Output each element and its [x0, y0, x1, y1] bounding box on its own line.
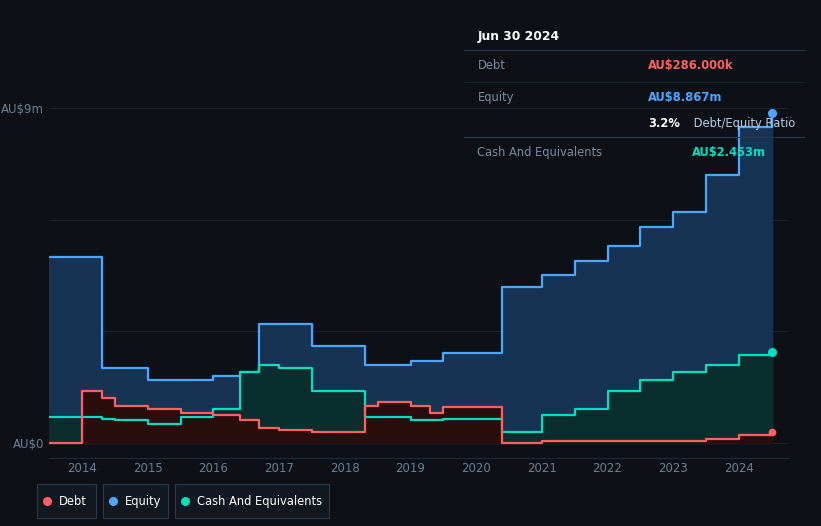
Text: Jun 30 2024: Jun 30 2024	[478, 30, 559, 43]
Text: AU$2.453m: AU$2.453m	[692, 146, 766, 159]
Text: Debt: Debt	[59, 494, 87, 508]
FancyBboxPatch shape	[175, 484, 328, 518]
Text: Equity: Equity	[125, 494, 161, 508]
Text: Debt/Equity Ratio: Debt/Equity Ratio	[690, 117, 796, 130]
Text: Debt: Debt	[478, 59, 506, 72]
Text: 3.2%: 3.2%	[648, 117, 680, 130]
FancyBboxPatch shape	[103, 484, 168, 518]
FancyBboxPatch shape	[38, 484, 96, 518]
Text: Equity: Equity	[478, 91, 514, 104]
Text: Cash And Equivalents: Cash And Equivalents	[197, 494, 322, 508]
Text: Cash And Equivalents: Cash And Equivalents	[478, 146, 603, 159]
Text: AU$8.867m: AU$8.867m	[648, 91, 722, 104]
Text: AU$286.000k: AU$286.000k	[648, 59, 733, 72]
